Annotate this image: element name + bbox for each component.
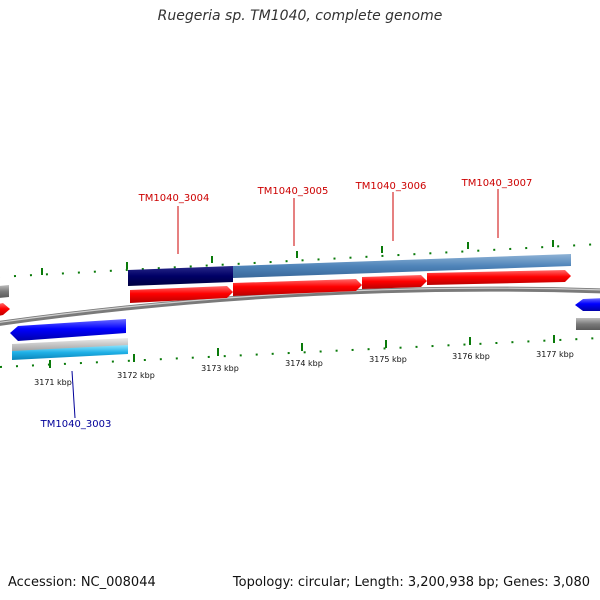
position-labels: 3171 kbp 3172 kbp 3173 kbp 3174 kbp 3175…: [34, 350, 574, 387]
gene-bar-3004[interactable]: [128, 266, 233, 286]
genome-backbone: [0, 286, 600, 326]
genome-summary-text: Topology: circular; Length: 3,200,938 bp…: [232, 575, 590, 590]
tick-label-3172: 3172 kbp: [117, 371, 155, 380]
cds-arrow-3007[interactable]: [427, 270, 571, 285]
tick-label-3173: 3173 kbp: [201, 364, 239, 373]
gene-label-3005[interactable]: TM1040_3005: [257, 186, 329, 197]
tick-label-3175: 3175 kbp: [369, 355, 407, 364]
gene-label-3007[interactable]: TM1040_3007: [461, 178, 533, 189]
reverse-gene-labels: TM1040_3003: [40, 370, 112, 430]
gene-track: [0, 254, 571, 298]
cds-arrow-3004[interactable]: [130, 286, 233, 303]
gene-label-3006[interactable]: TM1040_3006: [355, 181, 427, 192]
cds-arrow-right-edge[interactable]: [575, 298, 600, 311]
cds-reverse-track: [10, 298, 600, 341]
label-line-3003: [71, 370, 76, 419]
cds-forward-track: [0, 270, 571, 316]
cds-arrow-left-edge[interactable]: [0, 303, 10, 316]
cds-arrow-3005[interactable]: [233, 279, 362, 296]
accession-text: Accession: NC_008044: [8, 575, 156, 590]
gene-label-3004[interactable]: TM1040_3004: [138, 193, 210, 204]
gene-bar-3003-upper[interactable]: [12, 338, 128, 352]
tick-label-3176: 3176 kbp: [452, 352, 490, 361]
tick-label-3174: 3174 kbp: [285, 359, 323, 368]
gene-bar-3003[interactable]: [12, 345, 128, 360]
reverse-gene-track: [12, 318, 600, 360]
page-title: Ruegeria sp. TM1040, complete genome: [157, 8, 443, 24]
cds-arrow-3006[interactable]: [362, 275, 427, 289]
tick-label-3171: 3171 kbp: [34, 378, 72, 387]
gene-label-3003[interactable]: TM1040_3003: [40, 419, 112, 430]
lower-tick-row: [0, 335, 600, 368]
upper-tick-row: [0, 240, 600, 278]
forward-gene-labels: TM1040_3004 TM1040_3005 TM1040_3006 TM10…: [138, 178, 533, 254]
tick-label-3177: 3177 kbp: [536, 350, 574, 359]
gene-bar-3005-3007[interactable]: [233, 254, 571, 278]
cds-arrow-3003[interactable]: [10, 319, 126, 341]
gene-bar-left-edge[interactable]: [0, 285, 9, 298]
genome-backbone-highlight: [0, 287, 600, 323]
gene-bar-right-edge[interactable]: [576, 318, 600, 330]
